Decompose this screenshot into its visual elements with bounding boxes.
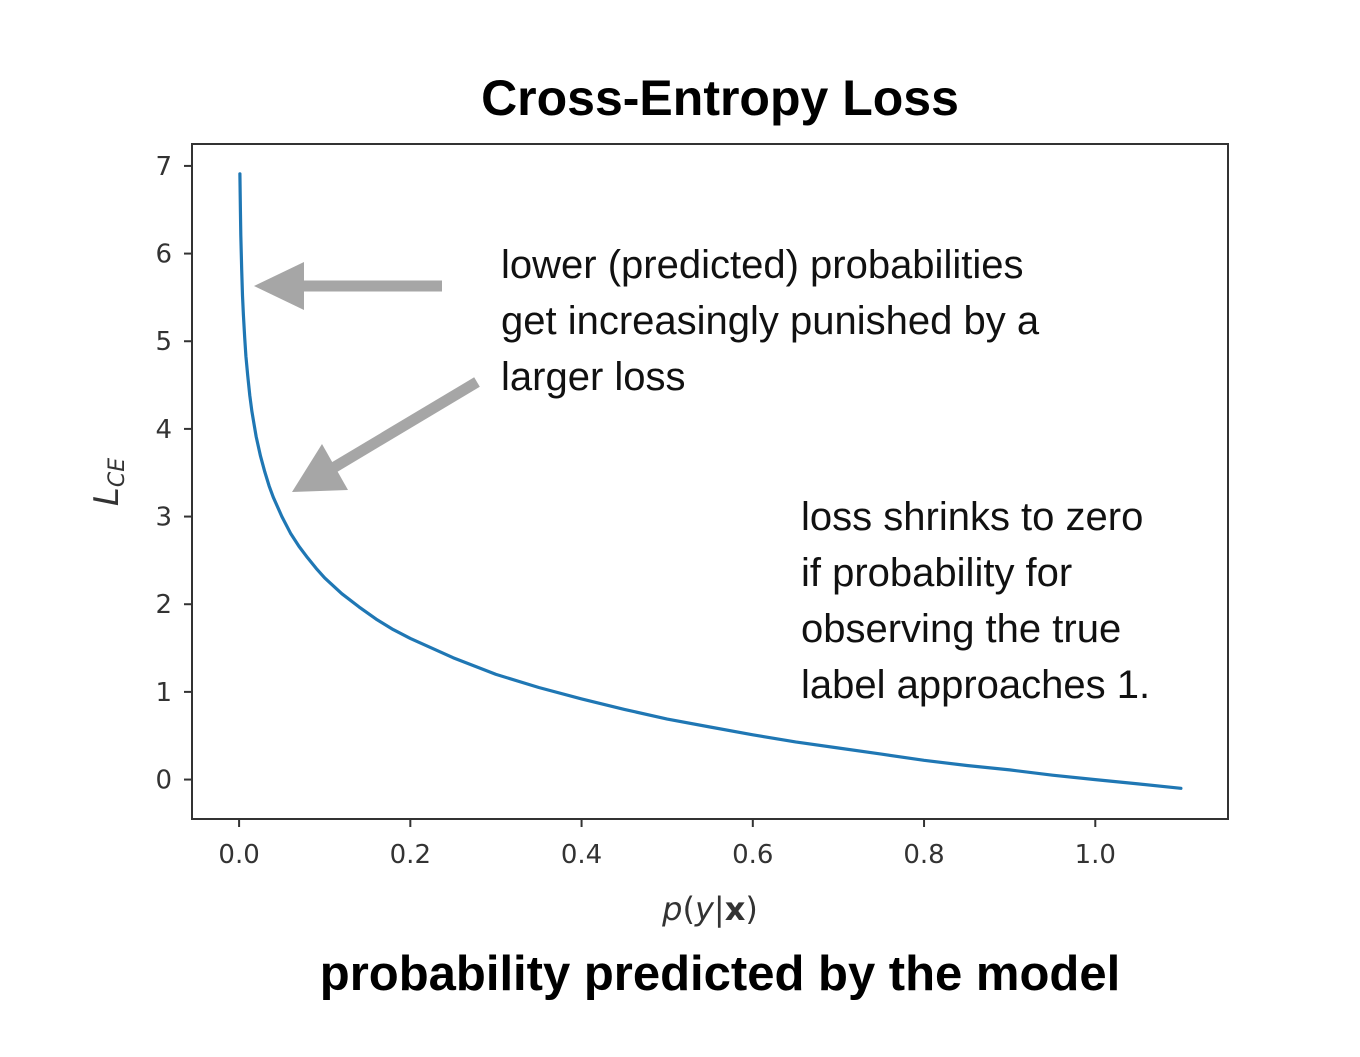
chart-title: Cross-Entropy Loss <box>481 70 959 126</box>
x-axis-label-x: x <box>725 890 746 928</box>
y-tick-label: 5 <box>155 327 172 357</box>
y-tick-label: 6 <box>155 240 172 270</box>
annotation-line: get increasingly punished by a <box>501 299 1040 343</box>
y-tick-label: 3 <box>155 503 172 533</box>
x-axis-label-y: y <box>694 890 715 928</box>
y-axis-ticks: 0 1 2 3 4 5 6 7 <box>155 152 192 796</box>
x-axis-label-bar: | <box>714 890 725 928</box>
y-tick-label: 1 <box>155 678 172 708</box>
x-tick-label: 0.0 <box>218 840 259 870</box>
x-tick-label: 0.4 <box>561 840 602 870</box>
x-tick-label: 0.2 <box>390 840 431 870</box>
x-tick-label: 0.8 <box>903 840 944 870</box>
bottom-caption: probability predicted by the model <box>320 947 1120 1001</box>
y-tick-label: 7 <box>155 152 172 182</box>
x-tick-label: 1.0 <box>1075 840 1116 870</box>
y-tick-label: 2 <box>155 590 172 620</box>
y-axis-label: LCE <box>87 458 130 506</box>
x-axis-label-open: ( <box>682 890 694 928</box>
y-axis-label-main: L <box>87 487 127 506</box>
annotation-line: larger loss <box>501 355 686 399</box>
y-tick-label: 0 <box>155 766 172 796</box>
annotation-line: loss shrinks to zero <box>801 495 1143 539</box>
x-axis-label: p(y|x) <box>661 890 758 928</box>
x-axis-ticks: 0.0 0.2 0.4 0.6 0.8 1.0 <box>218 819 1116 870</box>
y-tick-label: 4 <box>155 415 172 445</box>
annotation-line: observing the true <box>801 607 1121 651</box>
x-axis-label-p: p <box>661 890 682 928</box>
annotation-line: if probability for <box>801 551 1072 595</box>
annotation-line: lower (predicted) probabilities <box>501 243 1023 287</box>
y-axis-label-sub: CE <box>105 458 130 487</box>
x-tick-label: 0.6 <box>732 840 773 870</box>
annotation-line: label approaches 1. <box>801 663 1150 707</box>
x-axis-label-close: ) <box>745 890 757 928</box>
